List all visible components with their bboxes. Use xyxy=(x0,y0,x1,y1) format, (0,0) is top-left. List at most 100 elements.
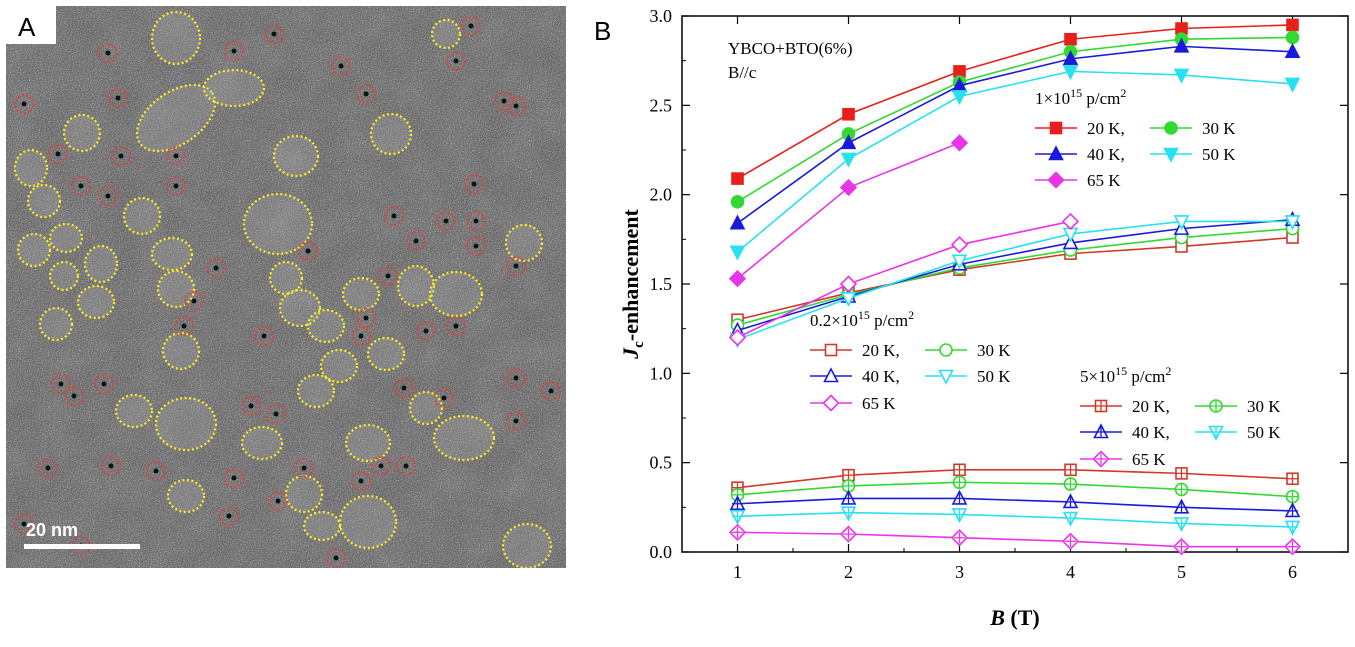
marker-shape xyxy=(731,172,744,185)
data-point-g0-50K xyxy=(1284,77,1301,93)
defect-core xyxy=(363,315,369,321)
data-point-g2-40K xyxy=(1173,498,1190,514)
marker-shape xyxy=(1049,121,1063,135)
marker-shape xyxy=(1284,42,1301,59)
data-point-g0-40K xyxy=(840,134,857,150)
nanoparticle-outline xyxy=(432,414,496,462)
defect-outline xyxy=(464,174,484,194)
data-point-g0-20K xyxy=(842,107,855,121)
marker-shape xyxy=(728,270,747,288)
defect-core xyxy=(173,183,179,189)
legend-title-g0: 1×1015 p/cm2 xyxy=(1035,86,1126,108)
defect-core xyxy=(153,468,159,474)
legend-title-g1: 0.2×1015 p/cm2 xyxy=(810,308,914,330)
defect-outline xyxy=(506,411,526,431)
defect-outline xyxy=(219,506,239,526)
defect-outline xyxy=(264,24,284,44)
nanoparticle-outline xyxy=(62,113,102,153)
defect-outline xyxy=(446,51,466,71)
data-point-g1-65K xyxy=(950,236,969,254)
nanoparticle-outline xyxy=(341,276,381,312)
marker-shape xyxy=(1047,171,1065,189)
defect-outline xyxy=(384,206,404,226)
marker-shape xyxy=(823,367,839,383)
defect-core xyxy=(21,521,27,527)
series-line-g2-30K xyxy=(737,481,1293,498)
defect-outline xyxy=(541,381,561,401)
micrograph-grain xyxy=(6,6,566,568)
defect-core xyxy=(391,213,397,219)
defect-core xyxy=(261,333,267,339)
legend-marker-g1-3 xyxy=(938,369,954,385)
defect-core xyxy=(275,498,281,504)
defect-core xyxy=(513,103,519,109)
panel-a-label-box xyxy=(6,6,56,44)
defect-core xyxy=(413,238,419,244)
defect-outline xyxy=(166,146,186,166)
defect-outline xyxy=(38,458,58,478)
defect-core xyxy=(248,403,254,409)
field-orientation-annotation: B//c xyxy=(728,63,757,82)
data-point-g2-30K xyxy=(1285,489,1300,504)
defect-core xyxy=(333,555,339,561)
defect-outline xyxy=(494,91,514,111)
defect-outline xyxy=(94,374,114,394)
y-tick-label: 0.5 xyxy=(650,453,673,473)
sample-annotation: YBCO+BTO(6%) xyxy=(728,39,853,58)
legend-title-unit: p/cm xyxy=(1127,367,1165,386)
tem-micrograph: A 20 nm xyxy=(6,6,566,570)
data-point-g2-30K xyxy=(1174,482,1189,497)
nanoparticle-outline xyxy=(150,236,194,272)
nanoparticle-outline xyxy=(202,68,266,108)
data-point-g2-50K xyxy=(840,506,857,522)
plot-frame xyxy=(681,15,1349,553)
series-line-g2-20K xyxy=(737,469,1293,489)
defect-outline xyxy=(146,461,166,481)
defect-outline xyxy=(254,326,274,346)
marker-shape xyxy=(840,291,857,308)
data-point-g0-20K xyxy=(731,172,744,185)
defect-outline xyxy=(378,266,398,286)
legend-marker-g0-4 xyxy=(1047,171,1065,189)
x-axis-title-unit: (T) xyxy=(1005,605,1040,630)
defect-core xyxy=(501,98,507,104)
defect-outline xyxy=(351,471,371,491)
defect-outline xyxy=(326,548,346,568)
data-point-g2-40K xyxy=(1062,493,1079,509)
marker-shape xyxy=(1284,77,1301,93)
series-line-g1-30K xyxy=(737,227,1293,326)
legend-label-g2-0: 20 K, xyxy=(1132,397,1170,416)
series-line-g1-65K xyxy=(737,220,1071,339)
nanoparticle-outline xyxy=(272,134,320,178)
x-tick-label: 2 xyxy=(844,562,853,582)
defect-outline xyxy=(356,308,376,328)
data-point-g0-50K xyxy=(840,152,857,168)
defect-outline xyxy=(506,256,526,276)
data-point-g1-50K xyxy=(1173,215,1190,231)
nanoparticle-outline xyxy=(319,348,359,384)
defect-core xyxy=(358,333,364,339)
scale-bar xyxy=(24,544,140,549)
defect-outline xyxy=(466,211,486,231)
nanoparticle-outline xyxy=(284,474,324,514)
x-tick-label: 3 xyxy=(955,562,964,582)
legend-title-g2: 5×1015 p/cm2 xyxy=(1080,364,1171,386)
legend-label-g0-4: 65 K xyxy=(1087,171,1121,190)
nanoparticle-outline xyxy=(150,10,202,66)
nanoparticle-outline xyxy=(122,196,162,236)
data-point-g2-20K xyxy=(1286,472,1299,486)
defect-core xyxy=(58,381,64,387)
defect-core xyxy=(301,465,307,471)
legend-label-g0-3: 50 K xyxy=(1202,145,1236,164)
legend-marker-g0-2 xyxy=(1048,145,1064,161)
defect-outline xyxy=(268,491,288,511)
defect-core xyxy=(401,385,407,391)
tem-micrograph-panel: A 20 nm xyxy=(6,6,566,570)
x-tick-label: 4 xyxy=(1066,562,1075,582)
nanoparticle-outline xyxy=(369,112,413,156)
data-point-g0-65K xyxy=(728,270,747,288)
data-point-g1-50K xyxy=(840,291,857,308)
data-point-g2-65K xyxy=(1172,538,1191,556)
marker-shape xyxy=(1062,65,1079,81)
marker-shape xyxy=(1173,68,1190,84)
